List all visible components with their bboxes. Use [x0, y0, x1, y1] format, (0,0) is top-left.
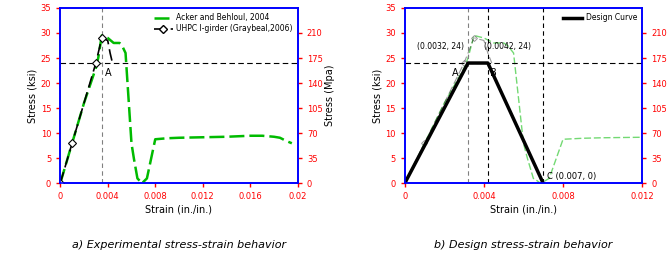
Y-axis label: Stress (Mpa): Stress (Mpa): [325, 65, 335, 126]
Legend: Design Curve: Design Curve: [561, 10, 640, 25]
Text: A: A: [452, 68, 458, 78]
X-axis label: Strain (in./in.): Strain (in./in.): [490, 204, 557, 214]
Y-axis label: Stress (ksi): Stress (ksi): [28, 68, 37, 123]
Text: A: A: [105, 68, 112, 78]
Y-axis label: Stress (ksi): Stress (ksi): [372, 68, 382, 123]
Text: (0.0032, 24): (0.0032, 24): [417, 42, 464, 51]
Legend: Acker and Behloul, 2004, UHPC I-girder (Graybeal,2006): Acker and Behloul, 2004, UHPC I-girder (…: [151, 10, 296, 37]
Text: a) Experimental stress-strain behavior: a) Experimental stress-strain behavior: [72, 239, 286, 250]
X-axis label: Strain (in./in.): Strain (in./in.): [145, 204, 213, 214]
Text: B: B: [490, 68, 496, 78]
Text: (0.0042, 24): (0.0042, 24): [484, 42, 531, 51]
Text: b) Design stress-strain behavior: b) Design stress-strain behavior: [434, 239, 613, 250]
Text: C (0.007, 0): C (0.007, 0): [547, 172, 597, 181]
